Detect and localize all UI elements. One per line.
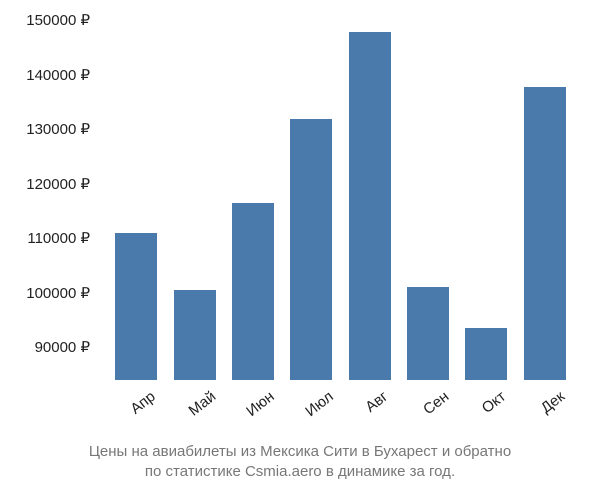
y-tick-label: 100000 ₽: [26, 284, 90, 302]
x-tick-label: Авг: [362, 388, 391, 416]
bar: [232, 203, 274, 380]
x-tick-label: Сен: [420, 388, 452, 418]
bar-slot: [224, 20, 282, 380]
y-tick-label: 120000 ₽: [26, 175, 90, 193]
x-tick-label: Окт: [479, 388, 509, 417]
bar: [115, 233, 157, 380]
bar-slot: [516, 20, 574, 380]
bar: [407, 287, 449, 380]
bar: [349, 32, 391, 380]
bar: [290, 119, 332, 380]
x-axis: Апр Май Июн Июл Авг Сен Окт Дек: [100, 382, 580, 442]
x-tick-label: Апр: [128, 388, 159, 418]
x-tick-label: Дек: [538, 388, 568, 417]
x-label-slot: Апр: [106, 382, 165, 442]
bar-slot: [282, 20, 340, 380]
x-label-slot: Окт: [457, 382, 516, 442]
x-label-slot: Июл: [282, 382, 341, 442]
plot-area: [100, 20, 580, 380]
y-tick-label: 90000 ₽: [35, 338, 90, 356]
bar-slot: [107, 20, 165, 380]
bar: [174, 290, 216, 380]
caption-line-1: Цены на авиабилеты из Мексика Сити в Бух…: [8, 442, 592, 462]
bar-slot: [399, 20, 457, 380]
bar-slot: [341, 20, 399, 380]
y-tick-label: 140000 ₽: [26, 66, 90, 84]
bar-slot: [165, 20, 223, 380]
caption-line-2: по статистике Csmia.aero в динамике за г…: [8, 462, 592, 482]
x-tick-label: Июл: [302, 388, 336, 420]
y-tick-label: 130000 ₽: [26, 120, 90, 138]
x-label-slot: Авг: [340, 382, 399, 442]
x-tick-label: Июн: [244, 388, 278, 420]
y-tick-label: 150000 ₽: [26, 11, 90, 29]
bar: [524, 87, 566, 380]
bar: [465, 328, 507, 380]
x-label-slot: Дек: [516, 382, 575, 442]
y-tick-label: 110000 ₽: [27, 229, 90, 247]
x-tick-label: Май: [185, 388, 219, 419]
bars-container: [101, 20, 580, 380]
bar-slot: [457, 20, 515, 380]
y-axis: 90000 ₽ 100000 ₽ 110000 ₽ 120000 ₽ 130000 ₽ 1…: [0, 20, 100, 380]
price-bar-chart: 90000 ₽ 100000 ₽ 110000 ₽ 120000 ₽ 130000 ₽ 1…: [0, 0, 600, 500]
chart-caption: Цены на авиабилеты из Мексика Сити в Бух…: [0, 442, 600, 483]
x-label-slot: Июн: [223, 382, 282, 442]
x-label-slot: Май: [165, 382, 224, 442]
x-label-slot: Сен: [399, 382, 458, 442]
